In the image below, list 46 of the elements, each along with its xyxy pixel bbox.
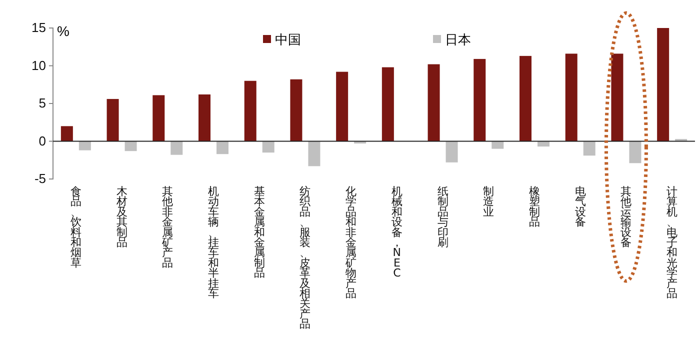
bar (474, 58, 486, 142)
legend-label: 中国 (275, 33, 301, 48)
bar (152, 95, 165, 142)
y-tick-label: 0 (38, 133, 46, 148)
category-label: 纺织品、服装、皮革及相关产品 (300, 185, 311, 331)
category-label: 机动车辆、挂车和半挂车 (208, 185, 219, 300)
legend-label: 日本 (445, 33, 471, 48)
x-tick-label: 电气设备 (574, 185, 586, 229)
category-label: 计算机、电子和光学产品 (666, 185, 678, 300)
x-tick-label: 其他运输设备 (620, 185, 632, 249)
bar (308, 141, 320, 166)
category-label: 化学品和非金属矿物产品 (346, 185, 357, 300)
bar (657, 28, 670, 142)
x-tick-label: 制造业 (483, 185, 494, 218)
x-tick-label: 其他非金属矿产品 (161, 185, 174, 270)
category-label: 机械和设备，NEC (391, 185, 402, 280)
bar (78, 141, 91, 150)
y-tick-label: 15 (32, 20, 46, 36)
bar (428, 64, 440, 142)
y-tick-label: -5 (34, 171, 46, 186)
bar (124, 141, 137, 152)
y-tick-label: 5 (38, 96, 46, 111)
bar (382, 67, 394, 142)
x-tick-label: 纸制品与印刷 (437, 185, 448, 249)
bar (290, 79, 302, 142)
bar (336, 72, 348, 142)
category-label: 基本金属和金属制品 (254, 185, 265, 280)
bar (629, 141, 642, 164)
bar (198, 94, 210, 142)
y-axis-title: % (57, 23, 70, 39)
x-tick-label: 食品、饮料和烟草 (69, 185, 82, 270)
bar (520, 56, 532, 142)
bar (216, 141, 228, 154)
bar (583, 141, 596, 156)
x-tick-label: 木材及其制品 (115, 185, 128, 249)
y-tick-label: 10 (32, 58, 46, 73)
bar (446, 141, 458, 162)
bar (611, 54, 624, 142)
bar (244, 80, 256, 142)
bar (492, 141, 504, 149)
bar (565, 54, 578, 142)
bar (106, 98, 119, 142)
bar (262, 141, 274, 153)
bar (170, 141, 183, 155)
bar (60, 126, 73, 142)
x-tick-label: 橡塑制品 (529, 185, 540, 229)
